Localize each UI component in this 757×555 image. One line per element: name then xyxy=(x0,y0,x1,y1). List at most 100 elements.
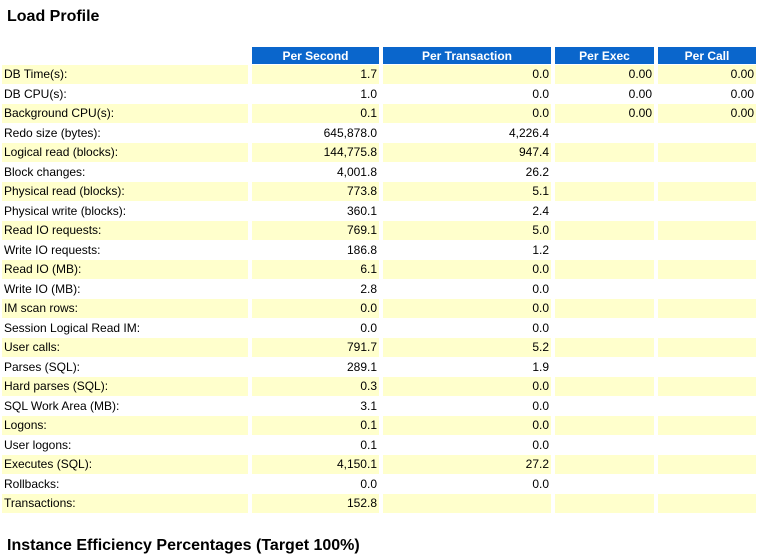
per-exec-cell xyxy=(555,436,654,455)
load-profile-tbody: DB Time(s): 1.7 0.0 0.00 0.00 DB CPU(s): 1.0 0.… xyxy=(2,65,756,513)
per-exec-cell xyxy=(555,358,654,377)
per-transaction-cell: 2.4 xyxy=(532,203,549,218)
row-label: IM scan rows: xyxy=(2,299,248,318)
col-header-per-transaction: Per Transaction xyxy=(383,47,551,64)
per-exec-cell xyxy=(555,124,654,143)
table-row: Physical read (blocks): 773.8 5.1 xyxy=(2,182,756,201)
per-exec-cell: 0.00 xyxy=(628,86,652,101)
per-transaction-cell: 0.0 xyxy=(532,320,549,335)
per-transaction-cell: 5.0 xyxy=(383,221,551,240)
row-label: SQL Work Area (MB): xyxy=(4,398,120,413)
per-exec-cell xyxy=(555,319,654,338)
table-row: Logons: 0.1 0.0 xyxy=(2,416,756,435)
per-second-cell: 0.1 xyxy=(252,416,379,435)
row-label: Write IO (MB): xyxy=(4,281,81,296)
per-second-cell: 4,150.1 xyxy=(252,455,379,474)
per-transaction-cell: 0.0 xyxy=(532,86,549,101)
per-exec-cell xyxy=(555,299,654,318)
col-header-per-second: Per Second xyxy=(252,47,379,64)
per-call-cell xyxy=(658,338,756,357)
per-transaction-cell: 0.0 xyxy=(532,437,549,452)
per-transaction-cell: 947.4 xyxy=(383,143,551,162)
row-label: User logons: xyxy=(4,437,72,452)
per-transaction-cell: 1.2 xyxy=(532,242,549,257)
row-label: DB CPU(s): xyxy=(4,86,67,101)
per-call-cell xyxy=(658,358,756,377)
per-call-cell xyxy=(658,241,756,260)
per-second-cell: 0.1 xyxy=(360,437,377,452)
table-row: IM scan rows: 0.0 0.0 xyxy=(2,299,756,318)
per-call-cell xyxy=(658,436,756,455)
table-row: User calls: 791.7 5.2 xyxy=(2,338,756,357)
row-label: Parses (SQL): xyxy=(4,359,81,374)
per-transaction-cell: 26.2 xyxy=(525,164,549,179)
per-call-cell xyxy=(658,163,756,182)
col-header-per-call: Per Call xyxy=(658,47,756,64)
per-call-cell xyxy=(658,299,756,318)
per-transaction-cell: 0.0 xyxy=(532,281,549,296)
per-second-cell: 289.1 xyxy=(346,359,377,374)
table-row: Background CPU(s): 0.1 0.0 0.00 0.00 xyxy=(2,104,756,123)
per-call-cell xyxy=(658,475,756,494)
per-exec-cell xyxy=(555,377,654,396)
table-row: User logons: 0.1 0.0 xyxy=(2,436,756,455)
per-second-cell: 645,878.0 xyxy=(323,125,377,140)
per-exec-cell xyxy=(555,397,654,416)
row-label: Read IO requests: xyxy=(2,221,248,240)
row-label: Rollbacks: xyxy=(4,476,60,491)
per-second-cell: 769.1 xyxy=(252,221,379,240)
per-exec-cell xyxy=(555,163,654,182)
per-transaction-cell: 0.0 xyxy=(383,260,551,279)
per-call-cell xyxy=(658,280,756,299)
per-call-cell xyxy=(658,260,756,279)
empty-corner-cell xyxy=(2,47,248,64)
per-call-cell xyxy=(658,319,756,338)
per-second-cell: 1.0 xyxy=(360,86,377,101)
per-second-cell: 773.8 xyxy=(252,182,379,201)
per-exec-cell: 0.00 xyxy=(555,104,654,123)
per-second-cell: 152.8 xyxy=(252,494,379,513)
per-transaction-cell: 0.0 xyxy=(383,299,551,318)
per-exec-cell xyxy=(555,494,654,513)
per-transaction-cell: 0.0 xyxy=(383,416,551,435)
per-call-cell: 0.00 xyxy=(658,65,756,84)
table-row: Session Logical Read IM: 0.0 0.0 xyxy=(2,319,756,338)
per-transaction-cell: 0.0 xyxy=(532,398,549,413)
load-profile-table: Per Second Per Transaction Per Exec Per … xyxy=(0,46,757,514)
table-row: Write IO (MB): 2.8 0.0 xyxy=(2,280,756,299)
per-exec-cell xyxy=(555,260,654,279)
per-transaction-cell: 27.2 xyxy=(383,455,551,474)
row-label: Transactions: xyxy=(2,494,248,513)
table-row: Parses (SQL): 289.1 1.9 xyxy=(2,358,756,377)
per-exec-cell xyxy=(555,143,654,162)
table-row: Logical read (blocks): 144,775.8 947.4 xyxy=(2,143,756,162)
table-row: Block changes: 4,001.8 26.2 xyxy=(2,163,756,182)
row-label: Read IO (MB): xyxy=(2,260,248,279)
per-second-cell: 0.0 xyxy=(360,476,377,491)
per-exec-cell xyxy=(555,455,654,474)
per-exec-cell xyxy=(555,202,654,221)
next-section-title: Instance Efficiency Percentages (Target … xyxy=(7,537,360,554)
per-second-cell: 0.1 xyxy=(252,104,379,123)
per-call-cell xyxy=(658,124,756,143)
table-row: DB CPU(s): 1.0 0.0 0.00 0.00 xyxy=(2,85,756,104)
awr-report-section: Load Profile Per Second Per Transaction … xyxy=(0,8,757,554)
per-second-cell: 3.1 xyxy=(360,398,377,413)
table-row: Read IO requests: 769.1 5.0 xyxy=(2,221,756,240)
per-call-cell xyxy=(658,202,756,221)
row-label: Logical read (blocks): xyxy=(2,143,248,162)
table-row: Read IO (MB): 6.1 0.0 xyxy=(2,260,756,279)
per-exec-cell xyxy=(555,241,654,260)
per-exec-cell xyxy=(555,416,654,435)
per-call-cell xyxy=(658,397,756,416)
per-second-cell: 4,001.8 xyxy=(336,164,377,179)
per-transaction-cell: 5.1 xyxy=(383,182,551,201)
row-label: Session Logical Read IM: xyxy=(4,320,141,335)
per-second-cell: 360.1 xyxy=(346,203,377,218)
per-exec-cell xyxy=(555,338,654,357)
table-row: SQL Work Area (MB): 3.1 0.0 xyxy=(2,397,756,416)
per-transaction-cell: 1.9 xyxy=(532,359,549,374)
per-second-cell: 1.7 xyxy=(252,65,379,84)
per-transaction-cell xyxy=(383,494,551,513)
table-row: Transactions: 152.8 xyxy=(2,494,756,513)
